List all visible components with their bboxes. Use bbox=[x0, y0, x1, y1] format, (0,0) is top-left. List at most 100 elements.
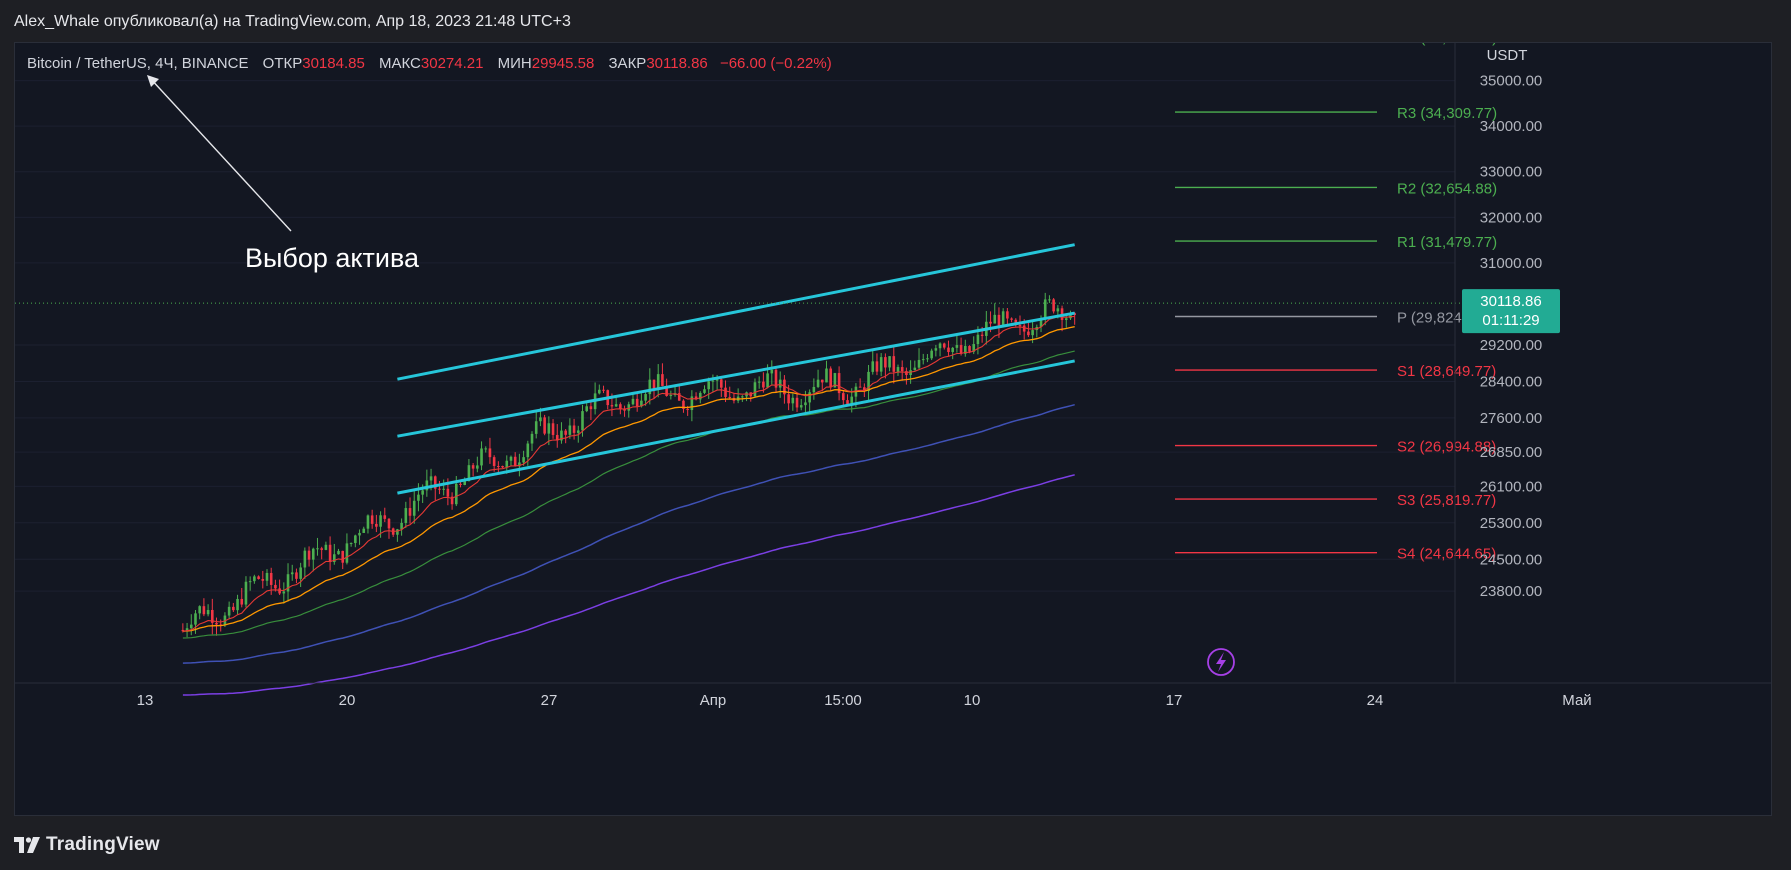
time-tick-2: 27 bbox=[541, 692, 558, 709]
close-value: 30118.86 bbox=[646, 55, 708, 72]
time-tick-6: 17 bbox=[1166, 692, 1183, 709]
candle-body bbox=[795, 397, 799, 408]
candle-body bbox=[1001, 311, 1005, 327]
pivot-label-2: R2 (32,654.88) bbox=[1397, 180, 1497, 197]
candle-body bbox=[484, 448, 488, 450]
candle-body bbox=[543, 417, 546, 434]
candle-body bbox=[560, 430, 563, 441]
candle-body bbox=[926, 358, 929, 360]
candle-body bbox=[282, 591, 286, 594]
price-tick-12: 23800.00 bbox=[1480, 583, 1543, 600]
price-tick-10: 25300.00 bbox=[1480, 515, 1543, 532]
pivot-label-5: S1 (28,649.77) bbox=[1397, 363, 1496, 380]
candle-body bbox=[185, 628, 189, 632]
candle-body bbox=[240, 598, 244, 605]
candle-body bbox=[766, 373, 769, 388]
candle-body bbox=[1039, 319, 1043, 327]
candle-body bbox=[627, 404, 631, 411]
candle-body bbox=[366, 515, 370, 529]
ema-red-line bbox=[182, 315, 1075, 632]
current-price-badge bbox=[1462, 289, 1560, 334]
tradingview-logo[interactable]: TradingView bbox=[14, 834, 160, 856]
candle-body bbox=[648, 379, 652, 395]
candle-body bbox=[934, 348, 938, 351]
candle-body bbox=[341, 550, 345, 563]
candle-body bbox=[741, 396, 744, 398]
high-label: МАКС bbox=[378, 55, 421, 72]
candle-body bbox=[1006, 311, 1009, 319]
candle-body bbox=[383, 515, 387, 519]
candle-body bbox=[227, 606, 231, 616]
candle-body bbox=[888, 356, 891, 368]
candle-body bbox=[867, 371, 870, 392]
candle-body bbox=[522, 457, 525, 463]
candle-body bbox=[875, 361, 879, 372]
candle-body bbox=[576, 430, 580, 433]
channel-lower-line bbox=[397, 359, 1075, 495]
candle-body bbox=[707, 381, 710, 390]
candle-body bbox=[677, 393, 681, 401]
candle-body bbox=[879, 357, 883, 372]
candle-body bbox=[1027, 331, 1030, 336]
candle-body bbox=[497, 465, 500, 467]
candle-body bbox=[610, 405, 614, 407]
candle-body bbox=[198, 606, 201, 614]
time-tick-7: 24 bbox=[1367, 692, 1384, 709]
candle-body bbox=[476, 465, 479, 469]
candle-body bbox=[501, 465, 504, 468]
candle-body bbox=[968, 346, 971, 352]
candle-body bbox=[619, 404, 622, 409]
candle-body bbox=[534, 421, 538, 434]
low-label: МИН bbox=[497, 55, 532, 72]
price-tick-3: 32000.00 bbox=[1480, 209, 1543, 226]
candle-body bbox=[753, 382, 757, 397]
candle-body bbox=[635, 398, 639, 407]
candle-body bbox=[189, 624, 193, 629]
candle-body bbox=[787, 394, 790, 404]
price-tick-8: 26850.00 bbox=[1480, 444, 1543, 461]
candle-body bbox=[846, 400, 849, 405]
price-tick-1: 34000.00 bbox=[1480, 118, 1543, 135]
candle-body bbox=[568, 425, 572, 435]
candle-body bbox=[328, 544, 332, 563]
candle-body bbox=[446, 488, 450, 497]
ema-orange-line bbox=[182, 326, 1075, 632]
candle-body bbox=[665, 385, 668, 396]
price-axis-currency: USDT bbox=[1487, 47, 1528, 64]
price-tick-5: 29200.00 bbox=[1480, 337, 1543, 354]
low-value: 29945.58 bbox=[531, 55, 595, 72]
chart-area[interactable]: R4 (35,964.65) R3 (34,309.77) R2 (32,654.8… bbox=[14, 42, 1772, 816]
candle-body bbox=[362, 528, 366, 533]
candle-body bbox=[589, 406, 593, 410]
time-tick-4: 15:00 bbox=[824, 692, 862, 709]
candle-body bbox=[261, 579, 265, 581]
high-value: 30274.21 bbox=[420, 55, 484, 72]
candle-body bbox=[602, 389, 605, 391]
candle-body bbox=[850, 396, 854, 405]
candle-body bbox=[354, 535, 357, 544]
lightning-icon bbox=[1207, 648, 1235, 676]
candle-body bbox=[379, 515, 382, 527]
symbol-name[interactable]: Bitcoin / TetherUS, 4Ч, BINANCE bbox=[27, 55, 249, 72]
candle-body bbox=[892, 356, 896, 372]
candle-body bbox=[778, 379, 782, 388]
time-tick-3: Апр bbox=[700, 692, 726, 709]
candle-body bbox=[278, 588, 281, 594]
candle-body bbox=[614, 404, 618, 407]
candle-body bbox=[265, 572, 269, 581]
candle-body bbox=[913, 367, 917, 371]
pivot-label-0: R4 (35,964.65) bbox=[1397, 43, 1497, 47]
candle-body bbox=[564, 430, 567, 435]
candle-body bbox=[215, 622, 218, 625]
candle-body bbox=[358, 532, 361, 536]
candle-body bbox=[972, 344, 976, 352]
candle-body bbox=[459, 483, 462, 485]
candle-body bbox=[345, 543, 349, 563]
price-chart-canvas[interactable]: R4 (35,964.65) R3 (34,309.77) R2 (32,654.8… bbox=[15, 43, 1771, 815]
candle-body bbox=[947, 347, 950, 353]
candle-body bbox=[997, 314, 1001, 327]
candle-body bbox=[442, 488, 445, 490]
lightning-bolt-icon bbox=[1216, 652, 1226, 672]
candle-body bbox=[598, 389, 601, 394]
ema-green-line bbox=[182, 350, 1075, 639]
